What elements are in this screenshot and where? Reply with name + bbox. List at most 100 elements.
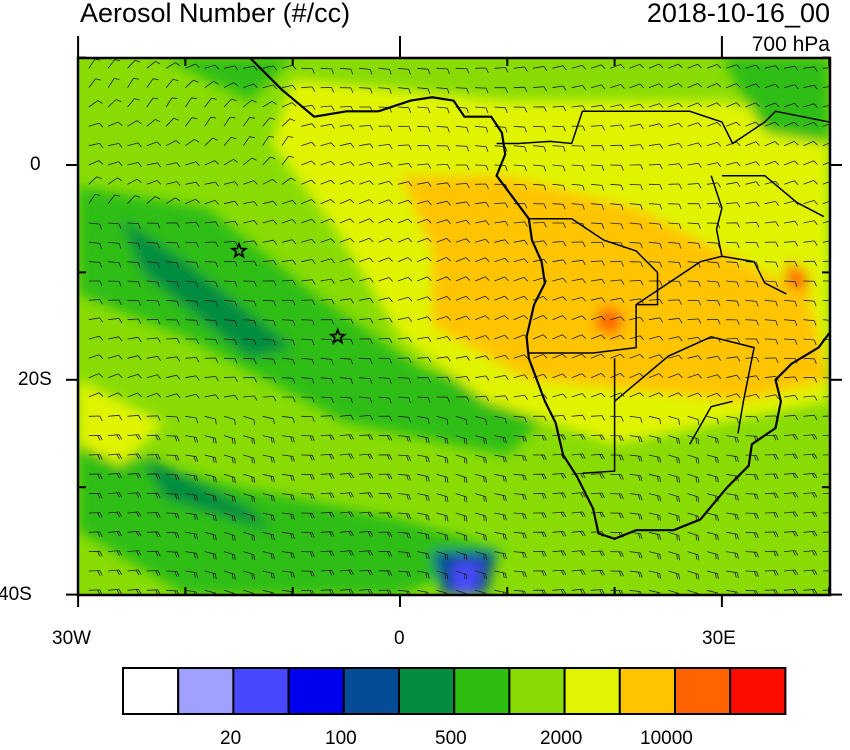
wind-barb (243, 299, 257, 307)
wind-barb (436, 336, 451, 342)
wind-barb (88, 415, 103, 422)
wind-barb (301, 493, 315, 500)
wind-barb (706, 374, 722, 380)
wind-barb (397, 199, 413, 205)
wind-barb (706, 122, 722, 127)
wind-barb (745, 141, 760, 147)
wind-barb (668, 261, 682, 268)
wind-barb (552, 296, 567, 301)
wind-barb (745, 512, 759, 519)
wind-barb (648, 493, 662, 502)
wind-barb (359, 257, 374, 263)
wind-barb (339, 472, 354, 479)
wind-barb (629, 123, 644, 130)
wind-barb (281, 435, 295, 443)
wind-barb (590, 334, 606, 340)
wind-barb (629, 435, 643, 443)
wind-barb (533, 435, 547, 441)
wind-barb (455, 125, 469, 133)
wind-barb (243, 99, 257, 108)
wind-barb (610, 124, 625, 130)
wind-barb (571, 453, 586, 459)
wind-barb (784, 530, 799, 537)
wind-barb (320, 492, 335, 499)
wind-barb (185, 79, 199, 88)
wind-barb (474, 415, 487, 425)
wind-barb (339, 414, 354, 421)
wind-barb (204, 64, 220, 70)
wind-barb (185, 415, 199, 424)
colorbar-label: 100 (325, 728, 357, 749)
wind-barb (281, 155, 294, 166)
wind-barb (378, 180, 393, 186)
wind-barb (88, 335, 104, 341)
wind-barb (301, 570, 315, 577)
wind-barb (648, 222, 662, 230)
wind-barb (223, 357, 238, 364)
wind-barb (301, 338, 315, 346)
concentration-region (400, 175, 830, 402)
wind-barb (397, 144, 412, 150)
wind-barb (146, 196, 161, 205)
wind-barb (301, 86, 316, 92)
wind-barb (783, 102, 799, 108)
wind-barb (339, 569, 354, 575)
wind-barb (590, 511, 605, 518)
wind-barb (455, 67, 470, 74)
wind-barb (378, 87, 392, 94)
wind-barb (629, 392, 644, 398)
wind-barb (726, 161, 741, 167)
wind-barb (378, 454, 393, 460)
wind-barb (185, 198, 200, 205)
wind-barb (397, 396, 411, 404)
wind-barb (378, 337, 393, 344)
wind-barb (590, 453, 605, 460)
wind-barb (706, 355, 722, 361)
wind-barb (687, 299, 702, 306)
wind-barb (745, 221, 760, 228)
pressure-level: 700 hPa (751, 33, 830, 56)
wind-barb (803, 434, 818, 440)
wind-barb (417, 435, 430, 444)
wind-barb (533, 512, 547, 518)
wind-barb (185, 512, 199, 521)
wind-barb (359, 277, 374, 283)
wind-barb (204, 137, 218, 146)
wind-barb (359, 492, 374, 498)
wind-barb (745, 299, 759, 307)
wind-barb (281, 118, 296, 127)
wind-barb (552, 589, 567, 595)
wind-barb (146, 78, 159, 88)
wind-barb (436, 531, 449, 541)
wind-barb (687, 83, 702, 89)
wind-barb (417, 531, 430, 540)
wind-barb (436, 257, 451, 263)
wind-barb (784, 376, 798, 382)
wind-barb (513, 512, 527, 520)
wind-barb (146, 392, 162, 398)
wind-barb (764, 454, 779, 460)
wind-barb (474, 531, 487, 541)
wind-barb (706, 142, 722, 147)
wind-barb (146, 97, 159, 108)
wind-barb (397, 454, 411, 462)
wind-barb (127, 453, 142, 459)
wind-barb (88, 280, 103, 287)
wind-barb (166, 241, 180, 249)
wind-barb (88, 78, 101, 88)
wind-barb (533, 65, 548, 72)
wind-barb (822, 161, 830, 166)
wind-barb (262, 100, 277, 108)
wind-barb (417, 218, 432, 224)
wind-barb (127, 280, 141, 288)
wind-barb (629, 551, 643, 559)
wind-barb (107, 194, 121, 204)
wind-barb (764, 160, 780, 166)
wind-barb (822, 280, 830, 282)
wind-barb (784, 338, 798, 345)
wind-barb (320, 434, 335, 441)
colorbar-swatch (342, 667, 400, 715)
wind-barb (339, 218, 355, 224)
wind-barb (552, 203, 566, 210)
wind-barb (320, 319, 335, 325)
